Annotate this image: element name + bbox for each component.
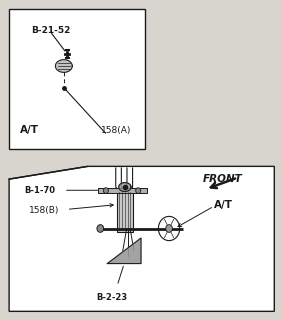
Text: FRONT: FRONT (203, 174, 243, 184)
Circle shape (166, 225, 172, 232)
Polygon shape (9, 166, 274, 311)
Bar (9, 9, 145, 149)
Polygon shape (107, 238, 141, 264)
Circle shape (136, 188, 141, 194)
Polygon shape (56, 60, 72, 72)
Text: B-2-23: B-2-23 (96, 292, 127, 301)
Bar (98, 188, 147, 194)
Circle shape (103, 188, 109, 194)
Text: B-1-70: B-1-70 (25, 186, 56, 195)
Text: 158(A): 158(A) (101, 125, 131, 134)
Text: A/T: A/T (214, 200, 233, 210)
Text: A/T: A/T (20, 124, 39, 134)
Circle shape (97, 225, 104, 232)
Text: B-21-52: B-21-52 (32, 26, 71, 35)
Bar (117, 190, 133, 232)
Text: 158(B): 158(B) (29, 206, 59, 215)
Polygon shape (119, 183, 131, 192)
